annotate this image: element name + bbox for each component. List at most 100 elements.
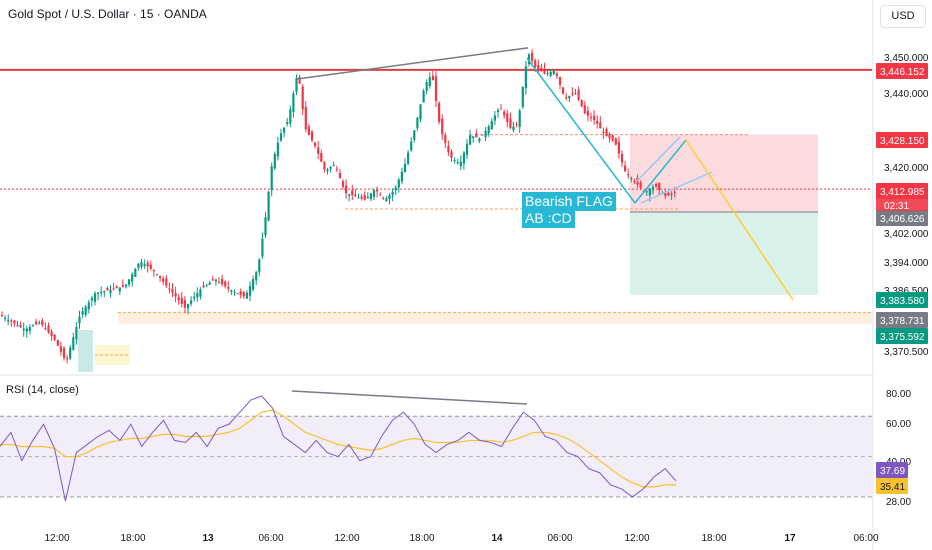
price-tag-label: 3,383.580 <box>880 296 925 307</box>
candle-body <box>264 217 267 236</box>
candle-body <box>233 291 236 293</box>
candle-body <box>565 96 568 99</box>
candle-body <box>617 141 620 154</box>
candle-body <box>425 82 428 91</box>
candle-body <box>276 142 279 157</box>
candle-body <box>379 194 382 196</box>
candle-body <box>320 153 323 162</box>
candle-body <box>208 282 211 285</box>
candle-body <box>484 130 487 138</box>
rsi-value-label: 37.69 <box>880 466 905 477</box>
candle-body <box>202 285 205 288</box>
candle-body <box>90 297 93 301</box>
time-tick-label: 14 <box>491 533 503 544</box>
candle-body <box>593 115 596 121</box>
price-tag <box>876 210 928 226</box>
candle-body <box>72 337 75 350</box>
candle-body <box>444 134 447 144</box>
candle-body <box>211 279 214 281</box>
rsi-title: RSI (14, close) <box>6 384 79 396</box>
candle-body <box>131 274 134 282</box>
candle-body <box>555 73 558 76</box>
candle-body <box>515 124 518 126</box>
candle-body <box>97 292 100 294</box>
candle-body <box>500 108 503 110</box>
candle-body <box>295 77 298 92</box>
candle-body <box>664 192 667 197</box>
candle-body <box>230 290 233 292</box>
candle-body <box>385 198 388 202</box>
candle-body <box>193 296 196 299</box>
pattern-label: Bearish FLAG <box>522 192 616 211</box>
candle-body <box>549 71 552 76</box>
candle-body <box>289 109 292 124</box>
candle-body <box>422 90 425 103</box>
candle-body <box>667 192 670 196</box>
candle-body <box>183 300 186 308</box>
currency-button[interactable]: USD <box>880 5 926 28</box>
candle-body <box>552 70 555 74</box>
candle-body <box>620 153 624 163</box>
candle-body <box>351 190 354 196</box>
candle-body <box>369 193 372 199</box>
candle-body <box>562 87 565 94</box>
time-tick-label: 12:00 <box>44 533 69 544</box>
price-tag <box>876 132 928 148</box>
candle-body <box>19 324 22 327</box>
candle-body <box>168 288 171 290</box>
candle-body <box>658 182 661 191</box>
candle-body <box>490 121 493 130</box>
rsi-tick-label: 80.00 <box>886 389 911 400</box>
candle-body <box>155 274 159 276</box>
rsi-value-label: 35.41 <box>880 482 905 493</box>
price-tag-label: 3,428.150 <box>880 136 925 147</box>
candle-body <box>292 93 295 113</box>
rsi-ma-series <box>0 409 676 488</box>
candle-body <box>589 116 593 118</box>
candle-body <box>137 263 140 268</box>
candle-body <box>372 190 376 198</box>
candle-body <box>323 162 326 170</box>
candle-body <box>41 320 44 325</box>
rsi-value-tag <box>876 462 908 478</box>
candle-body <box>503 111 506 116</box>
candle-body <box>481 134 484 136</box>
candle-body <box>571 93 574 95</box>
rsi-tick-label: 60.00 <box>886 419 911 430</box>
candle-body <box>16 325 19 327</box>
candle-body <box>50 331 53 337</box>
candle-body <box>44 328 47 330</box>
candle-body <box>496 109 500 112</box>
price-tag <box>876 183 928 199</box>
candle-body <box>273 153 276 169</box>
time-tick-label: 12:00 <box>334 533 359 544</box>
candle-body <box>537 64 540 70</box>
bc-leg-line <box>634 139 687 204</box>
price-tag-label: 3,375.592 <box>880 332 925 343</box>
price-tick-label: 3,440.000 <box>884 89 929 100</box>
candle-body <box>338 173 341 179</box>
candle-body <box>270 166 273 191</box>
candle-body <box>546 73 549 75</box>
buy-zone-box <box>78 330 93 372</box>
candle-body <box>317 147 320 154</box>
candle-body <box>341 181 345 187</box>
candle-body <box>493 115 496 121</box>
candle-body <box>162 278 165 282</box>
candle-body <box>221 278 224 285</box>
candle-body <box>31 325 35 327</box>
candle-body <box>348 194 351 196</box>
candle-body <box>205 285 208 287</box>
price-tag <box>876 328 928 344</box>
candle-body <box>118 287 121 292</box>
candle-body <box>143 264 146 266</box>
time-tick-label: 06:00 <box>547 533 572 544</box>
candle-body <box>655 183 658 187</box>
candle-body <box>239 291 242 295</box>
candle-body <box>248 285 252 296</box>
rsi-value-tag <box>876 478 908 494</box>
candle-body <box>22 328 25 331</box>
candle-body <box>400 171 403 182</box>
candle-body <box>199 289 202 297</box>
